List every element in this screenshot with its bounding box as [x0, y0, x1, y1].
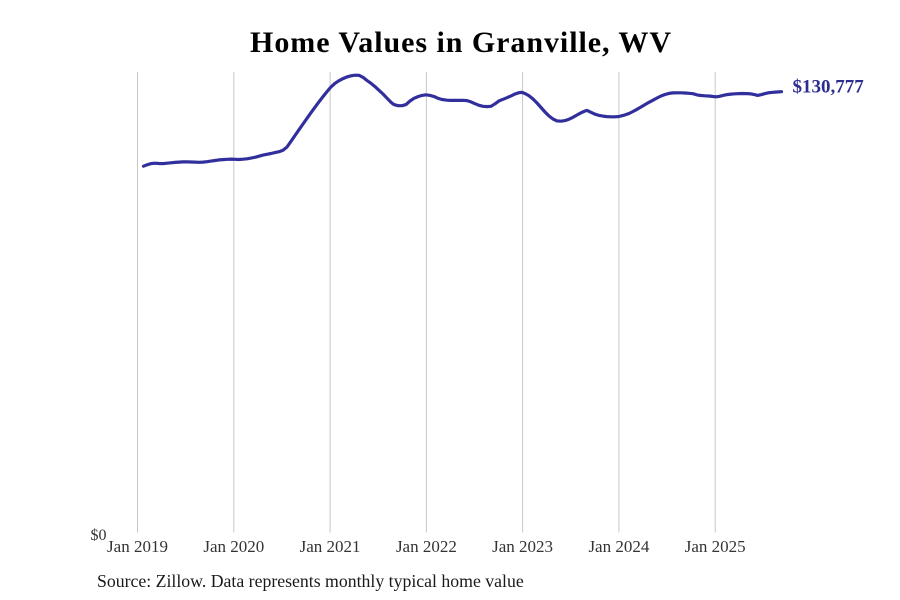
- svg-text:$130,777: $130,777: [793, 77, 865, 98]
- svg-text:Home Values in Granville, WV: Home Values in Granville, WV: [250, 26, 672, 59]
- svg-text:Jan 2022: Jan 2022: [396, 537, 457, 556]
- svg-text:Jan 2025: Jan 2025: [685, 537, 746, 556]
- svg-text:Jan 2020: Jan 2020: [203, 537, 264, 556]
- svg-text:$0: $0: [91, 527, 107, 544]
- svg-text:Source: Zillow. Data represent: Source: Zillow. Data represents monthly …: [97, 571, 524, 591]
- svg-text:Jan 2019: Jan 2019: [107, 537, 168, 556]
- svg-text:Jan 2023: Jan 2023: [492, 537, 553, 556]
- svg-text:Jan 2021: Jan 2021: [300, 537, 361, 556]
- svg-text:Jan 2024: Jan 2024: [588, 537, 649, 556]
